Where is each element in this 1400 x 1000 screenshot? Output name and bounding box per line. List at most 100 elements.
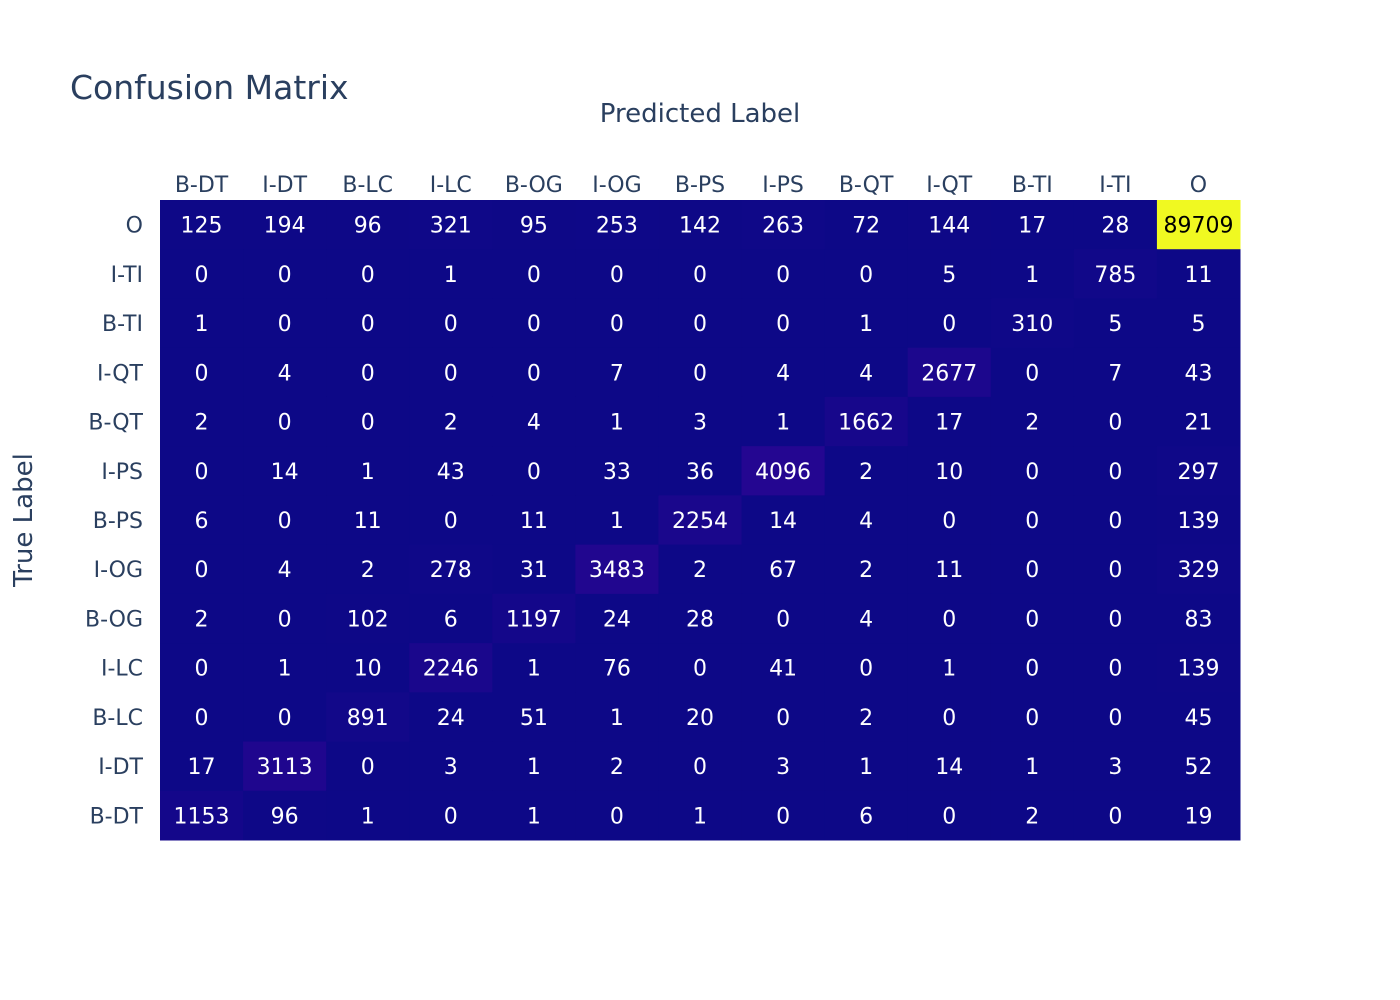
- heatmap-cell: [1073, 790, 1158, 841]
- heatmap-cell: [243, 249, 327, 299]
- heatmap-cell: [824, 643, 909, 693]
- cell-value-label: 0: [361, 263, 375, 288]
- heatmap-cell: [824, 544, 909, 595]
- cell-value-label: 0: [361, 755, 375, 780]
- y-tick-label: I-PS: [101, 460, 143, 485]
- cell-value-label: 0: [361, 411, 375, 436]
- cell-value-label: 0: [859, 263, 873, 288]
- cell-value-label: 67: [769, 558, 797, 583]
- heatmap-cell: [492, 790, 576, 841]
- y-tick-label: B-LC: [92, 706, 143, 731]
- cell-value-label: 0: [195, 263, 209, 288]
- x-axis-title: Predicted Label: [600, 99, 800, 129]
- x-tick-label: I-LC: [430, 173, 472, 198]
- heatmap-cell: [1156, 692, 1241, 743]
- cell-value-label: 11: [1184, 263, 1212, 288]
- cell-value-label: 0: [1108, 657, 1122, 682]
- cell-value-label: 0: [776, 607, 790, 632]
- cell-value-label: 1: [361, 804, 375, 829]
- x-axis-ticks: B-DT I-DT B-LC I-LC B-OG I-OG B-PS I-PS B-QT I-QT…: [175, 173, 1207, 198]
- heatmap-cell: [990, 200, 1075, 250]
- heatmap-cell: [1073, 200, 1158, 250]
- heatmap-cells: [160, 200, 1241, 841]
- heatmap-cell: [1073, 741, 1158, 792]
- cell-value-label: 0: [1108, 411, 1122, 436]
- heatmap-cell: [160, 249, 244, 299]
- cell-value-label: 10: [354, 657, 382, 682]
- heatmap-cell: [1156, 200, 1241, 250]
- x-tick-label: B-OG: [505, 173, 563, 198]
- cell-value-label: 278: [430, 558, 472, 583]
- heatmap-cell: [575, 298, 659, 349]
- chart-title: Confusion Matrix: [70, 68, 349, 107]
- cell-value-label: 1: [859, 312, 873, 337]
- y-tick-label: B-DT: [90, 804, 144, 829]
- cell-value-label: 5: [942, 263, 956, 288]
- heatmap-cell: [990, 249, 1075, 299]
- heatmap-cell: [1073, 446, 1158, 496]
- heatmap-cell: [575, 544, 659, 595]
- heatmap-cell: [907, 741, 992, 792]
- heatmap-cell: [824, 249, 909, 299]
- heatmap-cell: [1156, 643, 1241, 693]
- heatmap-cell: [243, 298, 327, 349]
- y-tick-label: B-QT: [88, 411, 143, 436]
- heatmap-cell: [990, 446, 1075, 496]
- heatmap-cell: [409, 593, 493, 644]
- heatmap-cell: [326, 643, 410, 693]
- cell-value-label: 2: [859, 460, 873, 485]
- heatmap-cell: [326, 790, 410, 841]
- heatmap-cell: [658, 741, 743, 792]
- heatmap-cell: [326, 741, 410, 792]
- heatmap-cell: [409, 741, 493, 792]
- heatmap-cell: [492, 495, 576, 546]
- heatmap-cell: [824, 347, 909, 398]
- heatmap-cell: [575, 396, 659, 447]
- cell-value-label: 0: [1108, 558, 1122, 583]
- cell-value-label: 0: [776, 804, 790, 829]
- heatmap-cell: [990, 593, 1075, 644]
- heatmap-cell: [575, 790, 659, 841]
- x-tick-label: B-LC: [342, 173, 393, 198]
- heatmap-cell: [492, 741, 576, 792]
- cell-value-label: 102: [347, 607, 389, 632]
- cell-value-label: 2: [859, 558, 873, 583]
- cell-value-label: 19: [1184, 804, 1212, 829]
- heatmap-cell: [658, 643, 743, 693]
- cell-value-label: 0: [1025, 361, 1039, 386]
- heatmap-cell: [160, 200, 244, 250]
- y-tick-label: O: [126, 214, 143, 239]
- cell-value-label: 0: [610, 263, 624, 288]
- heatmap-cell: [741, 593, 826, 644]
- heatmap-cell: [1073, 298, 1158, 349]
- cell-value-label: 14: [271, 460, 299, 485]
- heatmap-cell: [575, 593, 659, 644]
- heatmap-cell: [409, 495, 493, 546]
- heatmap-cell: [658, 200, 743, 250]
- heatmap-cell: [409, 544, 493, 595]
- heatmap-cell: [326, 347, 410, 398]
- cell-value-label: 0: [527, 312, 541, 337]
- x-tick-label: I-PS: [762, 173, 804, 198]
- heatmap-cell: [990, 741, 1075, 792]
- heatmap-cell: [741, 200, 826, 250]
- cell-value-label: 31: [520, 558, 548, 583]
- cell-value-label: 45: [1184, 706, 1212, 731]
- cell-value-label: 0: [776, 706, 790, 731]
- cell-value-label: 21: [1184, 411, 1212, 436]
- cell-value-label: 28: [1101, 214, 1129, 239]
- heatmap-cell: [160, 347, 244, 398]
- heatmap-cell: [907, 446, 992, 496]
- cell-value-label: 10: [935, 460, 963, 485]
- cell-value-label: 4: [859, 607, 873, 632]
- heatmap-cell: [824, 495, 909, 546]
- cell-value-label: 33: [603, 460, 631, 485]
- cell-value-label: 43: [1184, 361, 1212, 386]
- heatmap-cell: [160, 790, 244, 841]
- cell-value-label: 2: [1025, 411, 1039, 436]
- heatmap-cell: [409, 298, 493, 349]
- cell-value-label: 1: [610, 411, 624, 436]
- heatmap-cell: [1073, 593, 1158, 644]
- heatmap-cell: [907, 544, 992, 595]
- cell-value-label: 1: [195, 312, 209, 337]
